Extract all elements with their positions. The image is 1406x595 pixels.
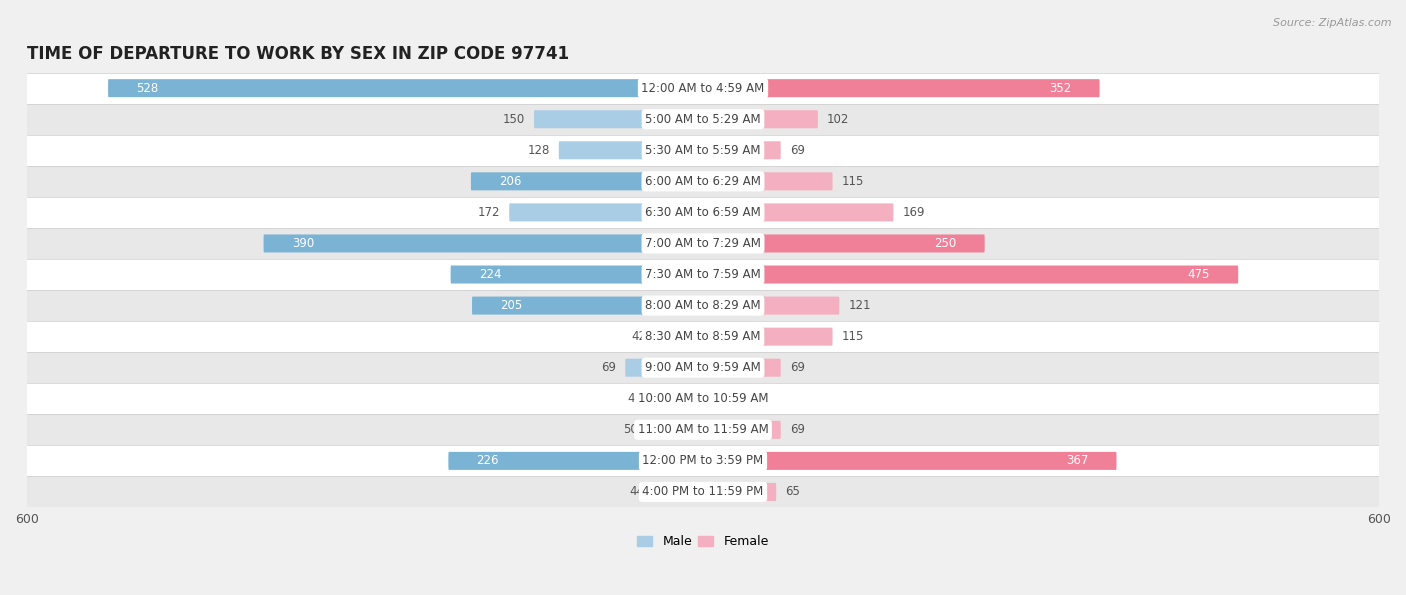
FancyBboxPatch shape bbox=[450, 265, 703, 284]
FancyBboxPatch shape bbox=[27, 259, 1379, 290]
Text: 10: 10 bbox=[723, 392, 738, 405]
Text: 10:00 AM to 10:59 AM: 10:00 AM to 10:59 AM bbox=[638, 392, 768, 405]
Text: 121: 121 bbox=[848, 299, 870, 312]
FancyBboxPatch shape bbox=[703, 265, 1239, 284]
Text: 44: 44 bbox=[630, 486, 644, 499]
FancyBboxPatch shape bbox=[27, 104, 1379, 134]
FancyBboxPatch shape bbox=[509, 203, 703, 221]
FancyBboxPatch shape bbox=[703, 79, 1099, 97]
Text: 390: 390 bbox=[291, 237, 314, 250]
Text: 102: 102 bbox=[827, 112, 849, 126]
FancyBboxPatch shape bbox=[651, 390, 703, 408]
FancyBboxPatch shape bbox=[703, 359, 780, 377]
Text: 206: 206 bbox=[499, 175, 522, 188]
FancyBboxPatch shape bbox=[703, 421, 780, 439]
Text: 128: 128 bbox=[527, 144, 550, 157]
Text: 7:00 AM to 7:29 AM: 7:00 AM to 7:29 AM bbox=[645, 237, 761, 250]
Text: 69: 69 bbox=[602, 361, 616, 374]
Text: 5:00 AM to 5:29 AM: 5:00 AM to 5:29 AM bbox=[645, 112, 761, 126]
Text: 69: 69 bbox=[790, 423, 804, 436]
FancyBboxPatch shape bbox=[647, 421, 703, 439]
FancyBboxPatch shape bbox=[27, 197, 1379, 228]
FancyBboxPatch shape bbox=[703, 141, 780, 159]
FancyBboxPatch shape bbox=[27, 383, 1379, 414]
FancyBboxPatch shape bbox=[703, 390, 714, 408]
FancyBboxPatch shape bbox=[703, 234, 984, 252]
Text: 65: 65 bbox=[786, 486, 800, 499]
FancyBboxPatch shape bbox=[703, 173, 832, 190]
Text: 367: 367 bbox=[1066, 455, 1088, 468]
Text: 169: 169 bbox=[903, 206, 925, 219]
Text: 6:00 AM to 6:29 AM: 6:00 AM to 6:29 AM bbox=[645, 175, 761, 188]
Text: 69: 69 bbox=[790, 361, 804, 374]
FancyBboxPatch shape bbox=[703, 296, 839, 315]
FancyBboxPatch shape bbox=[27, 73, 1379, 104]
Legend: Male, Female: Male, Female bbox=[633, 530, 773, 553]
FancyBboxPatch shape bbox=[703, 203, 893, 221]
Text: 5:30 AM to 5:59 AM: 5:30 AM to 5:59 AM bbox=[645, 144, 761, 157]
FancyBboxPatch shape bbox=[27, 445, 1379, 477]
FancyBboxPatch shape bbox=[263, 234, 703, 252]
FancyBboxPatch shape bbox=[27, 134, 1379, 166]
Text: 12:00 AM to 4:59 AM: 12:00 AM to 4:59 AM bbox=[641, 82, 765, 95]
FancyBboxPatch shape bbox=[27, 414, 1379, 445]
Text: 11:00 AM to 11:59 AM: 11:00 AM to 11:59 AM bbox=[638, 423, 768, 436]
Text: 226: 226 bbox=[477, 455, 499, 468]
Text: 8:00 AM to 8:29 AM: 8:00 AM to 8:29 AM bbox=[645, 299, 761, 312]
FancyBboxPatch shape bbox=[654, 483, 703, 501]
Text: 115: 115 bbox=[842, 175, 863, 188]
FancyBboxPatch shape bbox=[27, 290, 1379, 321]
Text: 12:00 PM to 3:59 PM: 12:00 PM to 3:59 PM bbox=[643, 455, 763, 468]
FancyBboxPatch shape bbox=[655, 328, 703, 346]
Text: 7:30 AM to 7:59 AM: 7:30 AM to 7:59 AM bbox=[645, 268, 761, 281]
Text: TIME OF DEPARTURE TO WORK BY SEX IN ZIP CODE 97741: TIME OF DEPARTURE TO WORK BY SEX IN ZIP … bbox=[27, 45, 569, 62]
FancyBboxPatch shape bbox=[472, 296, 703, 315]
Text: 42: 42 bbox=[631, 330, 647, 343]
Text: 205: 205 bbox=[501, 299, 523, 312]
FancyBboxPatch shape bbox=[471, 173, 703, 190]
FancyBboxPatch shape bbox=[703, 483, 776, 501]
FancyBboxPatch shape bbox=[27, 477, 1379, 508]
FancyBboxPatch shape bbox=[27, 228, 1379, 259]
Text: 250: 250 bbox=[934, 237, 956, 250]
FancyBboxPatch shape bbox=[626, 359, 703, 377]
Text: 352: 352 bbox=[1049, 82, 1071, 95]
Text: 9:00 AM to 9:59 AM: 9:00 AM to 9:59 AM bbox=[645, 361, 761, 374]
Text: 115: 115 bbox=[842, 330, 863, 343]
Text: 46: 46 bbox=[627, 392, 643, 405]
FancyBboxPatch shape bbox=[703, 452, 1116, 470]
FancyBboxPatch shape bbox=[27, 352, 1379, 383]
Text: 69: 69 bbox=[790, 144, 804, 157]
Text: 172: 172 bbox=[478, 206, 501, 219]
Text: 475: 475 bbox=[1188, 268, 1211, 281]
Text: 4:00 PM to 11:59 PM: 4:00 PM to 11:59 PM bbox=[643, 486, 763, 499]
FancyBboxPatch shape bbox=[703, 110, 818, 129]
FancyBboxPatch shape bbox=[558, 141, 703, 159]
FancyBboxPatch shape bbox=[108, 79, 703, 97]
Text: 8:30 AM to 8:59 AM: 8:30 AM to 8:59 AM bbox=[645, 330, 761, 343]
FancyBboxPatch shape bbox=[27, 166, 1379, 197]
FancyBboxPatch shape bbox=[449, 452, 703, 470]
Text: Source: ZipAtlas.com: Source: ZipAtlas.com bbox=[1274, 18, 1392, 28]
Text: 224: 224 bbox=[479, 268, 502, 281]
FancyBboxPatch shape bbox=[27, 321, 1379, 352]
FancyBboxPatch shape bbox=[534, 110, 703, 129]
FancyBboxPatch shape bbox=[703, 328, 832, 346]
Text: 528: 528 bbox=[136, 82, 159, 95]
Text: 6:30 AM to 6:59 AM: 6:30 AM to 6:59 AM bbox=[645, 206, 761, 219]
Text: 150: 150 bbox=[503, 112, 524, 126]
Text: 50: 50 bbox=[623, 423, 638, 436]
